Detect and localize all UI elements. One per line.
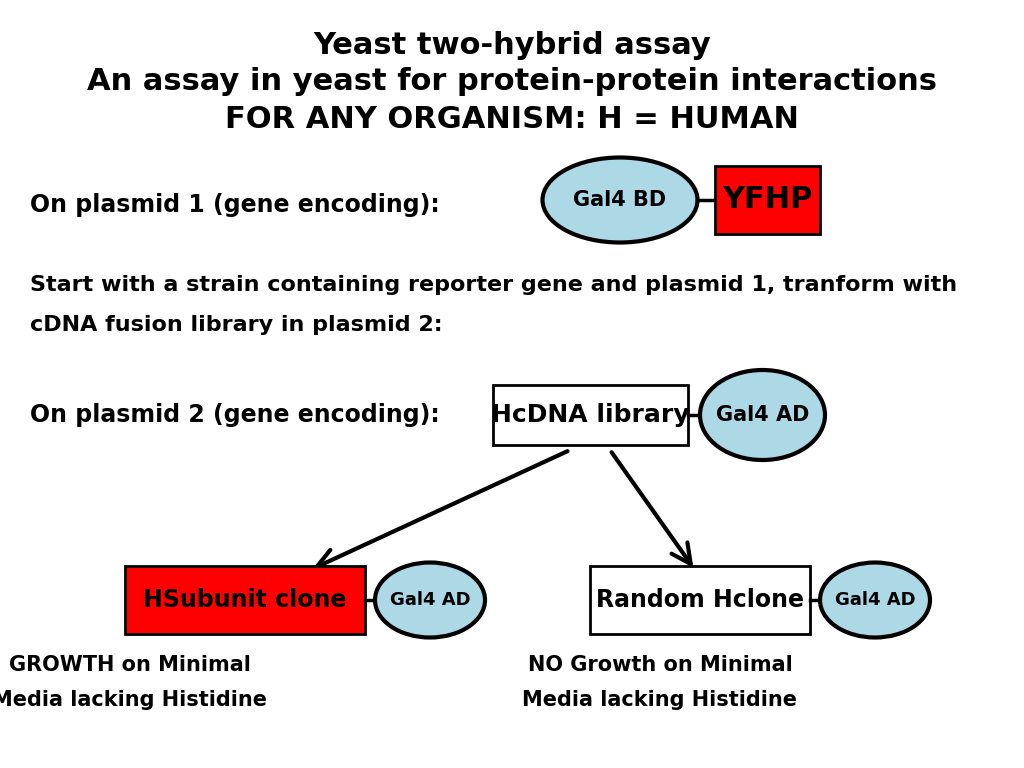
Text: Gal4 BD: Gal4 BD (573, 190, 667, 210)
Text: Gal4 AD: Gal4 AD (835, 591, 915, 609)
Text: GROWTH on Minimal: GROWTH on Minimal (9, 655, 251, 675)
Text: FOR ANY ORGANISM: H = HUMAN: FOR ANY ORGANISM: H = HUMAN (225, 105, 799, 134)
FancyBboxPatch shape (590, 566, 810, 634)
Text: NO Growth on Minimal: NO Growth on Minimal (527, 655, 793, 675)
FancyBboxPatch shape (493, 385, 687, 445)
Text: Start with a strain containing reporter gene and plasmid 1, tranform with: Start with a strain containing reporter … (30, 275, 957, 295)
Ellipse shape (375, 562, 485, 637)
FancyBboxPatch shape (715, 166, 820, 234)
FancyBboxPatch shape (125, 566, 365, 634)
Text: On plasmid 1 (gene encoding):: On plasmid 1 (gene encoding): (30, 193, 439, 217)
Text: Gal4 AD: Gal4 AD (716, 405, 809, 425)
Text: Random Hclone: Random Hclone (596, 588, 804, 612)
Text: Gal4 AD: Gal4 AD (390, 591, 470, 609)
Text: Media lacking Histidine: Media lacking Histidine (522, 690, 798, 710)
Text: cDNA fusion library in plasmid 2:: cDNA fusion library in plasmid 2: (30, 315, 442, 335)
Text: HSubunit clone: HSubunit clone (143, 588, 347, 612)
Text: HcDNA library: HcDNA library (490, 403, 689, 427)
Ellipse shape (700, 370, 825, 460)
Text: Yeast two-hybrid assay: Yeast two-hybrid assay (313, 31, 711, 59)
Text: Media lacking Histidine: Media lacking Histidine (0, 690, 267, 710)
Ellipse shape (820, 562, 930, 637)
Text: YFHP: YFHP (722, 186, 813, 214)
Ellipse shape (543, 157, 697, 243)
Text: An assay in yeast for protein-protein interactions: An assay in yeast for protein-protein in… (87, 68, 937, 97)
Text: On plasmid 2 (gene encoding):: On plasmid 2 (gene encoding): (30, 403, 439, 427)
